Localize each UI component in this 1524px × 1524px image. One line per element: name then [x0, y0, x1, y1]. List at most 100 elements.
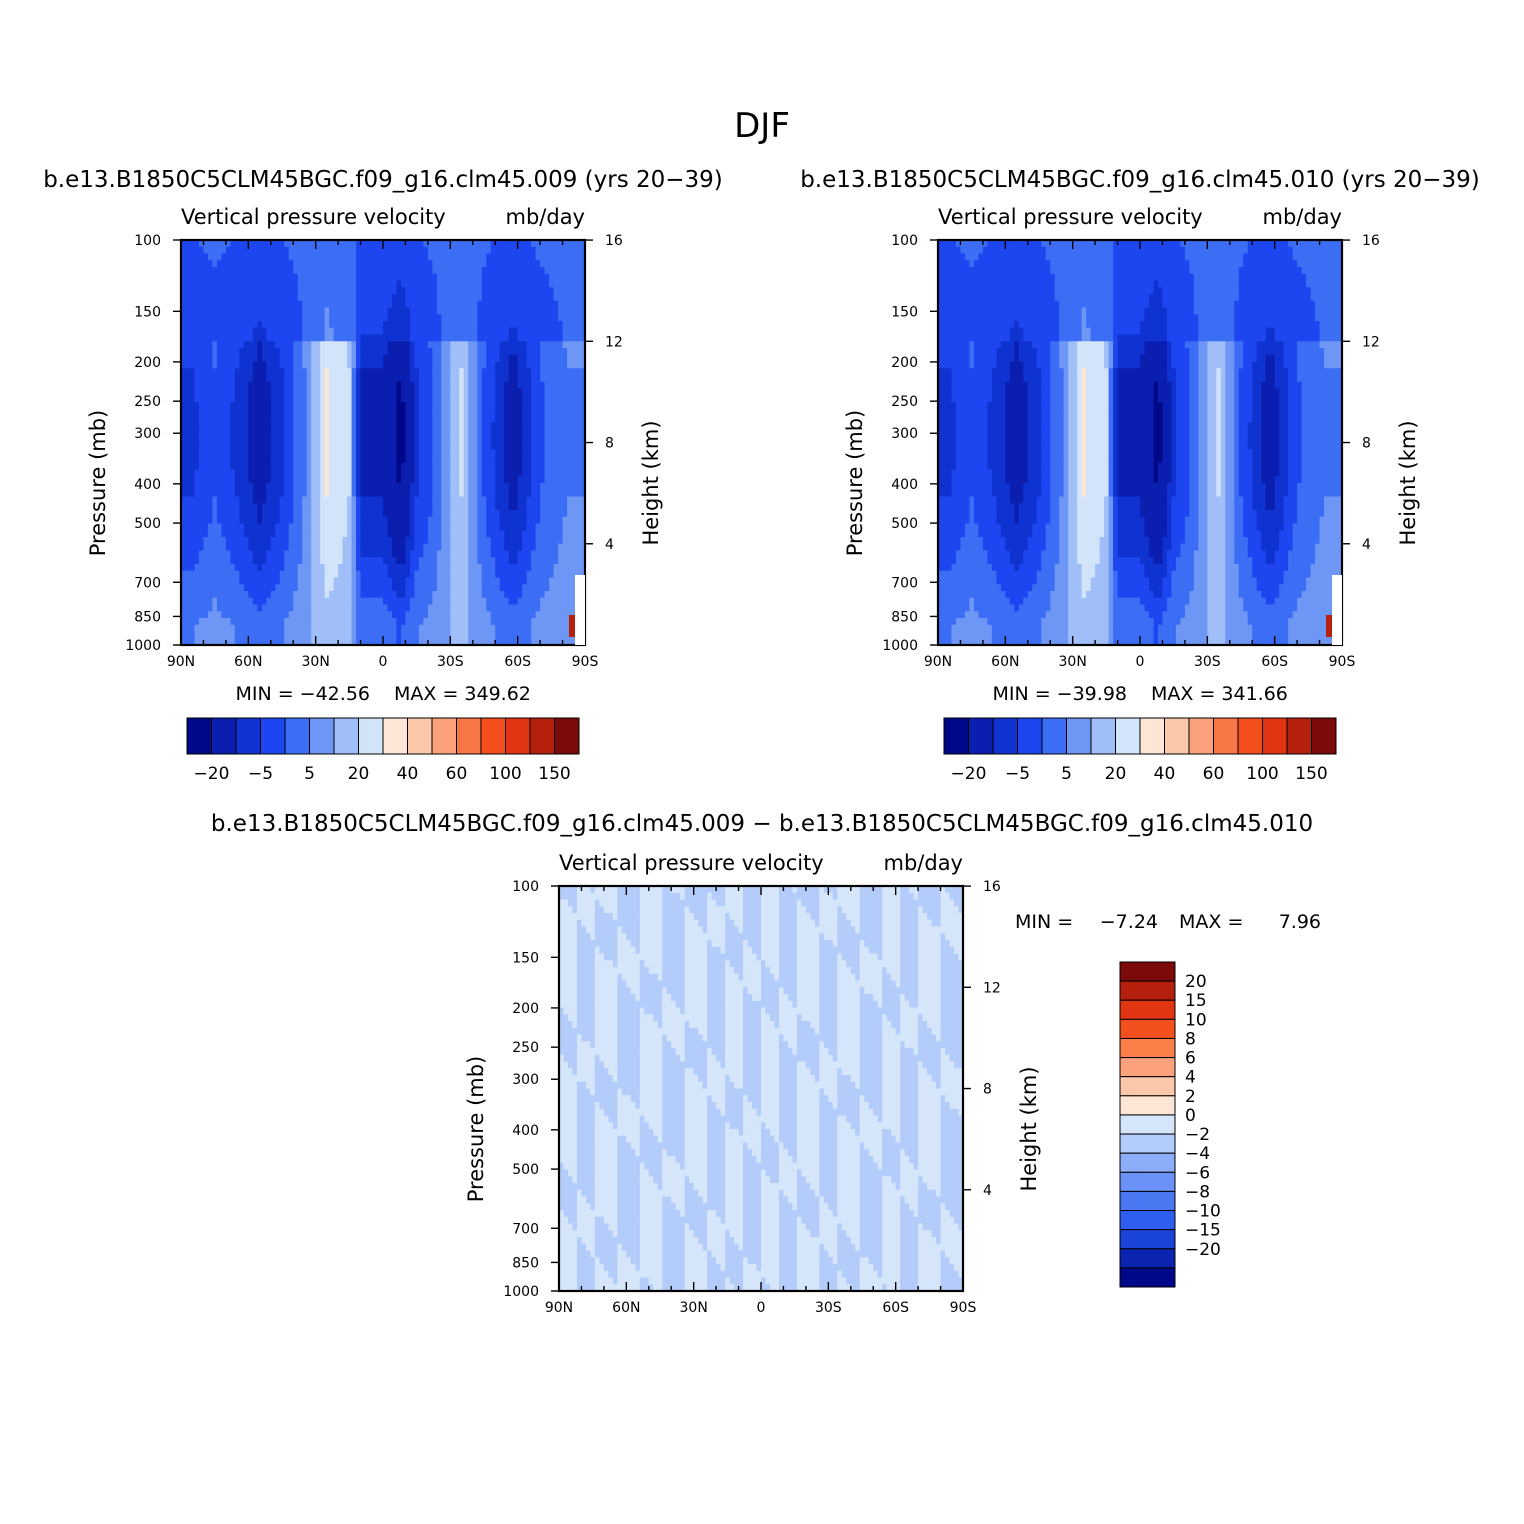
heatmap-cell: [311, 442, 317, 450]
heatmap-cell: [436, 348, 442, 356]
heatmap-cell: [261, 280, 267, 288]
heatmap-cell: [194, 273, 200, 282]
heatmap-cell: [383, 388, 389, 396]
heatmap-cell: [230, 638, 236, 646]
heatmap-cell: [257, 422, 263, 430]
heatmap-cell: [347, 543, 353, 552]
heatmap-cell: [347, 516, 353, 525]
heatmap-cell: [356, 280, 362, 288]
heatmap-cell: [293, 300, 299, 309]
heatmap-cell: [302, 570, 308, 579]
heatmap-cell: [225, 341, 231, 349]
heatmap-cell: [198, 402, 205, 410]
heatmap-cell: [450, 246, 456, 255]
heatmap-cell: [508, 381, 514, 390]
heatmap-cell: [243, 260, 249, 268]
heatmap-cell: [396, 321, 402, 329]
heatmap-cell: [517, 442, 523, 450]
heatmap-cell: [513, 597, 519, 606]
heatmap-cell: [427, 577, 433, 585]
heatmap-cell: [405, 381, 411, 390]
heatmap-cell: [450, 611, 456, 619]
heatmap-cell: [207, 388, 214, 396]
heatmap-cell: [347, 273, 353, 282]
heatmap-cell: [315, 510, 321, 518]
heatmap-cell: [324, 300, 330, 309]
heatmap-cell: [185, 395, 191, 403]
heatmap-cell: [356, 638, 362, 646]
heatmap-cell: [360, 550, 366, 558]
heatmap-cell: [333, 537, 339, 545]
heatmap-cell: [378, 334, 384, 342]
heatmap-cell: [490, 550, 496, 558]
heatmap-cell: [436, 516, 442, 525]
heatmap-cell: [522, 496, 528, 504]
heatmap-cell: [374, 307, 380, 315]
heatmap-cell: [387, 429, 393, 437]
heatmap-cell: [261, 456, 267, 464]
heatmap-cell: [288, 267, 294, 275]
heatmap-cell: [540, 577, 546, 585]
heatmap-cell: [315, 577, 321, 585]
heatmap-cell: [405, 388, 411, 396]
heatmap-cell: [391, 422, 398, 430]
heatmap-cell: [225, 483, 231, 491]
heatmap-cell: [531, 429, 537, 437]
heatmap-cell: [441, 287, 447, 295]
heatmap-cell: [365, 287, 371, 295]
heatmap-cell: [261, 246, 267, 255]
heatmap-cell: [513, 442, 519, 450]
heatmap-cell: [243, 307, 249, 315]
heatmap-cell: [347, 429, 353, 437]
heatmap-cell: [356, 435, 362, 444]
heatmap-cell: [374, 530, 380, 538]
heatmap-cell: [383, 294, 389, 302]
heatmap-cell: [463, 253, 469, 261]
heatmap-cell: [243, 341, 249, 349]
heatmap-cell: [333, 334, 339, 342]
heatmap-cell: [207, 341, 214, 349]
heatmap-cell: [356, 442, 362, 450]
heatmap-cell: [544, 415, 550, 423]
heatmap-cell: [207, 354, 214, 363]
heatmap-cell: [239, 388, 245, 396]
heatmap-cell: [252, 543, 258, 552]
heatmap-cell: [481, 591, 487, 599]
heatmap-cell: [207, 348, 214, 356]
heatmap-cell: [351, 334, 357, 342]
heatmap-cell: [391, 638, 398, 646]
heatmap-cell: [365, 300, 371, 309]
heatmap-cell: [194, 354, 200, 363]
heatmap-cell: [248, 597, 254, 606]
heatmap-cell: [477, 388, 483, 396]
heatmap-cell: [513, 483, 519, 491]
heatmap-cell: [531, 381, 537, 390]
heatmap-cell: [391, 246, 398, 255]
panels: b.e13.B1850C5CLM45BGC.f09_g16.clm45.009 …: [43, 167, 1480, 1316]
heatmap-cell: [445, 638, 451, 646]
heatmap-cell: [306, 402, 312, 410]
heatmap-cell: [306, 496, 312, 504]
heatmap-cell: [181, 449, 187, 457]
heatmap-cell: [477, 435, 483, 444]
heatmap-cell: [526, 591, 532, 599]
heatmap-cell: [445, 483, 451, 491]
heatmap-cell: [351, 604, 357, 612]
heatmap-cell: [275, 294, 281, 302]
heatmap-cell: [414, 415, 420, 423]
heatmap-cell: [225, 456, 231, 464]
heatmap-cell: [513, 348, 519, 356]
heatmap-cell: [306, 341, 312, 349]
heatmap-cell: [225, 395, 231, 403]
heatmap-cell: [347, 591, 353, 599]
heatmap-cell: [369, 260, 375, 268]
heatmap-cell: [549, 314, 555, 322]
heatmap-cell: [320, 422, 326, 430]
heatmap-cell: [360, 300, 366, 309]
heatmap-cell: [261, 550, 267, 558]
heatmap-cell: [423, 402, 429, 410]
heatmap-cell: [454, 462, 460, 471]
heatmap-cell: [396, 334, 402, 342]
heatmap-cell: [477, 381, 483, 390]
heatmap-cell: [279, 523, 285, 531]
